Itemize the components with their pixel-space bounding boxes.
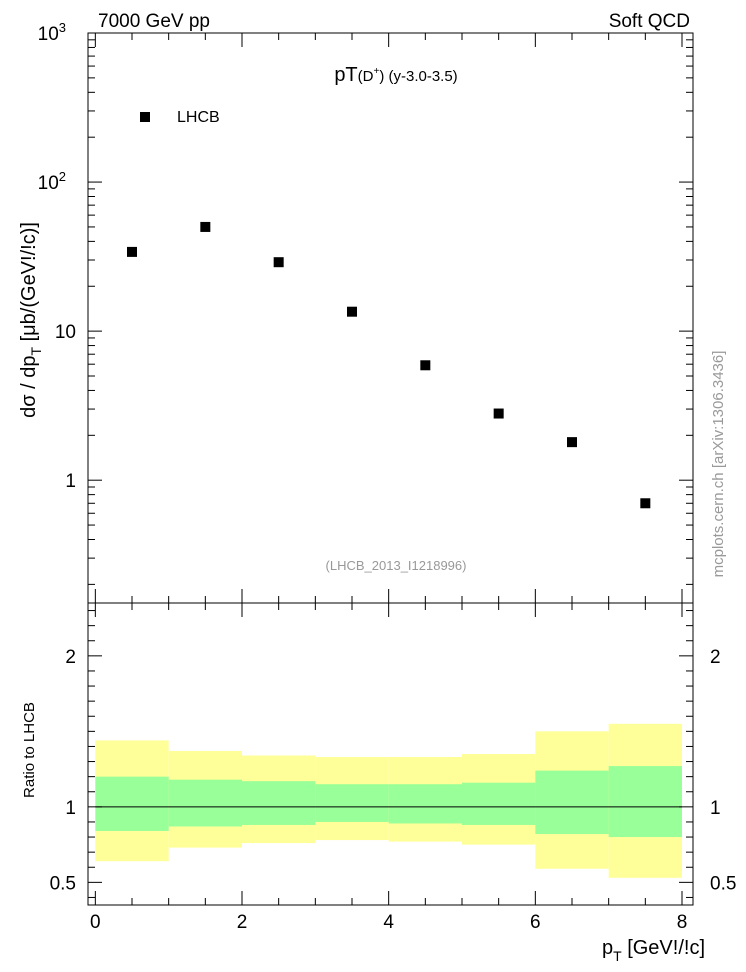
data-point — [200, 221, 211, 232]
band-stat — [95, 776, 169, 832]
title-sub: (D — [358, 68, 374, 85]
x-tick-label: 0 — [90, 912, 101, 933]
x-axis-label: pT [GeV!/!c] — [602, 937, 705, 964]
data-point — [273, 257, 284, 268]
legend-marker — [140, 112, 150, 122]
main-y-tick-label: 1 — [65, 471, 76, 492]
ratio-y-tick-label-right: 0.5 — [710, 873, 736, 894]
ratio-frame — [87, 602, 694, 906]
band-stat — [535, 770, 609, 835]
main-y-label-b: [μb/(GeV!/!c)] — [18, 222, 40, 347]
data-points — [127, 221, 651, 509]
data-point — [640, 498, 651, 509]
data-point — [567, 437, 577, 448]
data-point — [347, 306, 357, 317]
title-tail: ) (y-3.0-3.5) — [379, 68, 457, 85]
main-y-label-a: dσ / dp — [18, 356, 40, 418]
main-y-tick-label: 102 — [38, 169, 66, 194]
band-stat — [608, 766, 682, 838]
ratio-y-tick-label: 0.5 — [50, 873, 76, 894]
band-stat — [462, 782, 536, 825]
main-y-axis: 1 10 102 103 — [38, 20, 693, 585]
main-y-tick-exponent: 2 — [59, 169, 66, 184]
main-y-label-sub: T — [28, 347, 44, 356]
legend-label: LHCB — [177, 109, 220, 126]
main-y-tick-exponent: 3 — [59, 20, 66, 35]
analysis-label: (LHCB_2013_I1218996) — [326, 558, 467, 573]
header-process: Soft QCD — [609, 11, 690, 32]
title-main: pT — [334, 64, 357, 86]
main-x-ticks — [94, 33, 683, 603]
x-tick-label: 4 — [383, 912, 394, 933]
main-y-label: dσ / dpT [μb/(GeV!/!c)] — [18, 222, 44, 418]
ratio-y-tick-label: 1 — [65, 798, 76, 819]
x-tick-label: 8 — [677, 912, 688, 933]
band-stat — [315, 784, 389, 822]
main-y-tick-label: 10 — [55, 322, 76, 343]
x-tick-label: 2 — [237, 912, 248, 933]
x-label-b: [GeV!/!c] — [622, 937, 705, 959]
band-stat — [388, 784, 462, 824]
side-credit: mcplots.cern.ch [arXiv:1306.3436] — [710, 351, 727, 578]
ratio-bands — [95, 723, 682, 878]
data-point — [493, 408, 504, 419]
ratio-panel: 0.5 0.5 1 1 2 2 0 2 4 6 8 Ratio to LHCB pT [GeV!/… — [21, 602, 736, 964]
band-stat — [242, 781, 316, 825]
ratio-y-tick-label-right: 1 — [710, 798, 721, 819]
ratio-y-axis: 0.5 0.5 1 1 2 2 — [50, 610, 736, 898]
main-panel: 1 10 102 103 pT(D+) (y-3.0-3.5) LHCB (LHCB_… — [18, 20, 694, 604]
x-label-a: p — [602, 937, 613, 959]
ratio-x-axis: 0 2 4 6 8 — [90, 603, 687, 933]
title-sup: + — [373, 66, 379, 77]
ratio-y-tick-label-right: 2 — [710, 647, 721, 668]
data-point — [420, 360, 431, 371]
ratio-y-tick-label: 2 — [65, 647, 76, 668]
band-stat — [168, 779, 242, 827]
data-point — [127, 246, 137, 257]
plot-title: pT(D+) (y-3.0-3.5) — [334, 64, 457, 86]
main-y-tick-label: 103 — [38, 20, 66, 45]
x-tick-label: 6 — [530, 912, 541, 933]
ratio-y-label: Ratio to LHCB — [21, 702, 38, 798]
header-energy: 7000 GeV pp — [98, 11, 210, 32]
x-label-sub: T — [613, 948, 622, 964]
